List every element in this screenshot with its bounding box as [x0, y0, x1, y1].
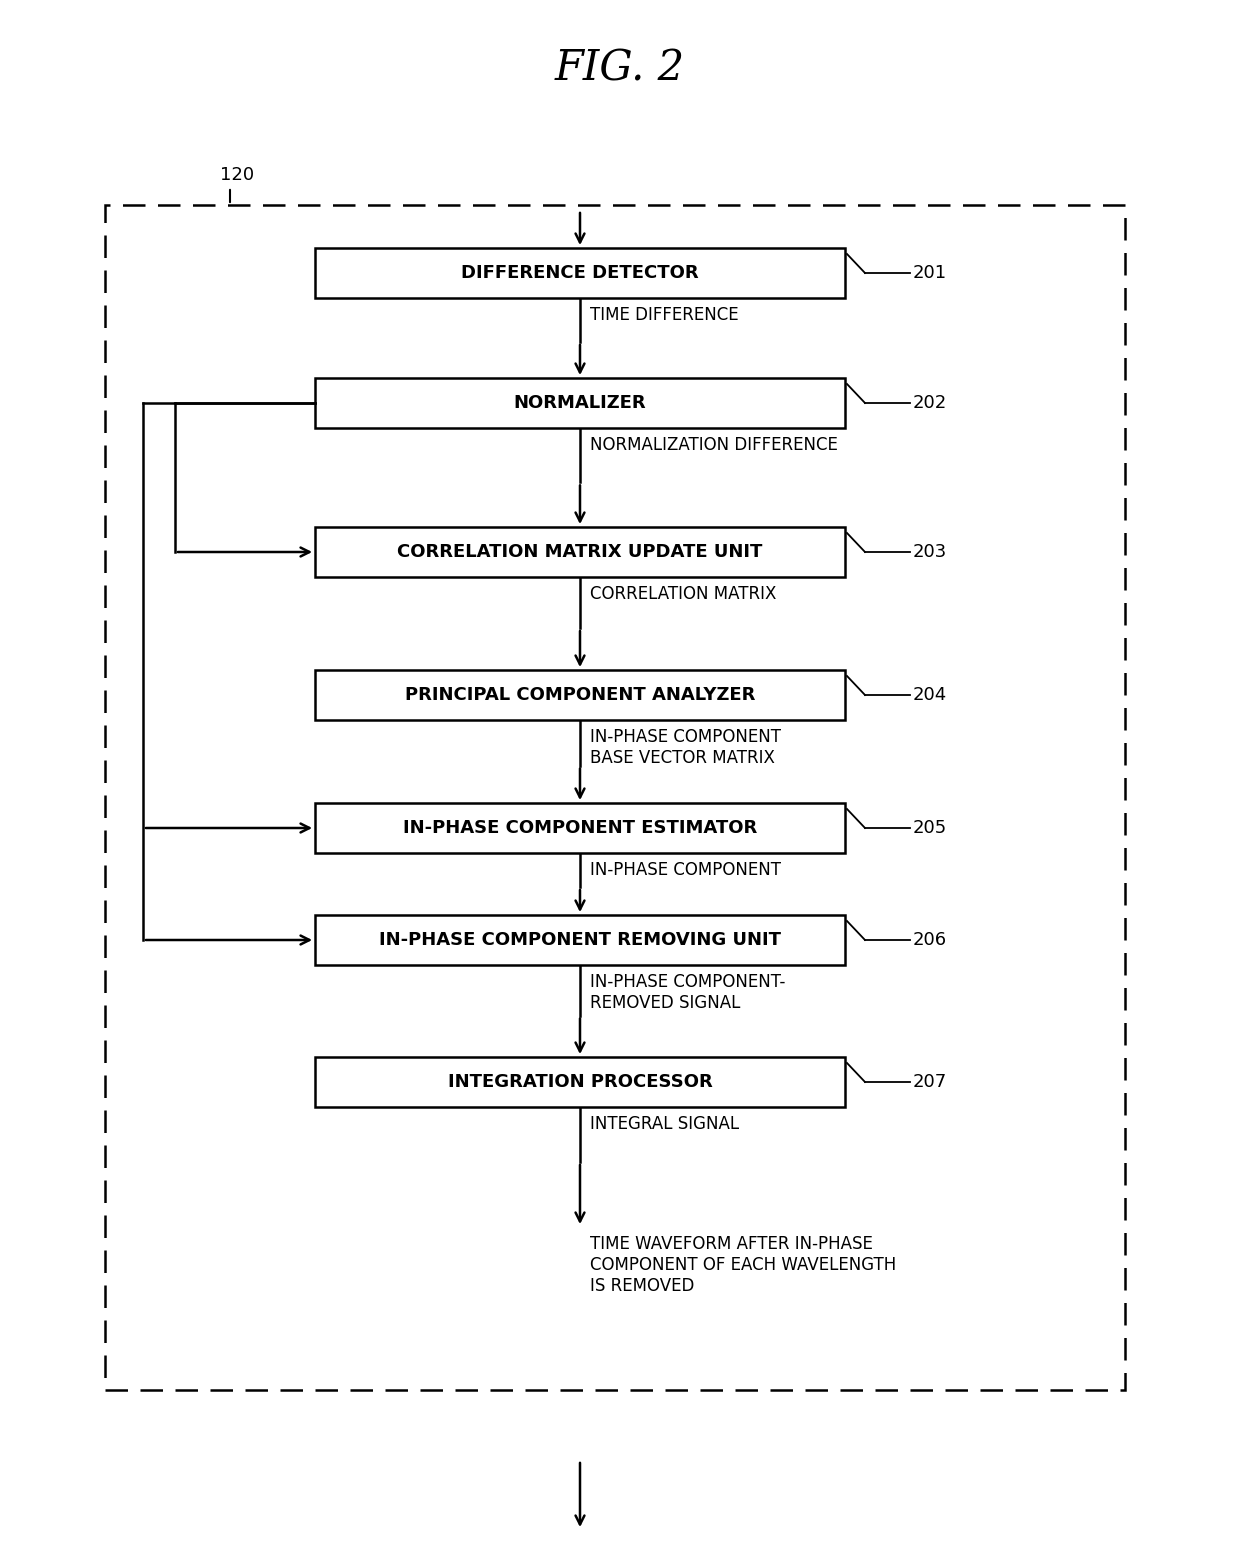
- Bar: [315, 1057, 844, 1107]
- Text: 204: 204: [913, 687, 947, 704]
- Text: 206: 206: [913, 931, 947, 950]
- Text: CORRELATION MATRIX UPDATE UNIT: CORRELATION MATRIX UPDATE UNIT: [397, 543, 763, 561]
- Text: IN-PHASE COMPONENT: IN-PHASE COMPONENT: [590, 861, 781, 880]
- Text: IN-PHASE COMPONENT-
REMOVED SIGNAL: IN-PHASE COMPONENT- REMOVED SIGNAL: [590, 973, 785, 1012]
- Text: 202: 202: [913, 394, 947, 413]
- Text: FIG. 2: FIG. 2: [556, 47, 684, 89]
- Text: 205: 205: [913, 819, 947, 838]
- Bar: [315, 803, 844, 853]
- Text: TIME DIFFERENCE: TIME DIFFERENCE: [590, 307, 739, 324]
- Text: 201: 201: [913, 265, 947, 282]
- Text: IN-PHASE COMPONENT
BASE VECTOR MATRIX: IN-PHASE COMPONENT BASE VECTOR MATRIX: [590, 729, 781, 766]
- Bar: [315, 248, 844, 297]
- Text: 203: 203: [913, 543, 947, 561]
- Bar: [315, 670, 844, 719]
- Text: INTEGRAL SIGNAL: INTEGRAL SIGNAL: [590, 1115, 739, 1133]
- Bar: [315, 378, 844, 428]
- Text: 207: 207: [913, 1073, 947, 1091]
- Bar: [105, 206, 1125, 1390]
- Text: DIFFERENCE DETECTOR: DIFFERENCE DETECTOR: [461, 265, 699, 282]
- Text: NORMALIZER: NORMALIZER: [513, 394, 646, 413]
- Text: CORRELATION MATRIX: CORRELATION MATRIX: [590, 585, 776, 603]
- Text: TIME WAVEFORM AFTER IN-PHASE
COMPONENT OF EACH WAVELENGTH
IS REMOVED: TIME WAVEFORM AFTER IN-PHASE COMPONENT O…: [590, 1235, 897, 1294]
- Text: NORMALIZATION DIFFERENCE: NORMALIZATION DIFFERENCE: [590, 436, 838, 455]
- Text: INTEGRATION PROCESSOR: INTEGRATION PROCESSOR: [448, 1073, 712, 1091]
- Text: PRINCIPAL COMPONENT ANALYZER: PRINCIPAL COMPONENT ANALYZER: [404, 687, 755, 704]
- Text: IN-PHASE COMPONENT REMOVING UNIT: IN-PHASE COMPONENT REMOVING UNIT: [379, 931, 781, 950]
- Bar: [315, 916, 844, 965]
- Bar: [315, 526, 844, 578]
- Text: IN-PHASE COMPONENT ESTIMATOR: IN-PHASE COMPONENT ESTIMATOR: [403, 819, 758, 838]
- Text: 120: 120: [219, 167, 254, 184]
